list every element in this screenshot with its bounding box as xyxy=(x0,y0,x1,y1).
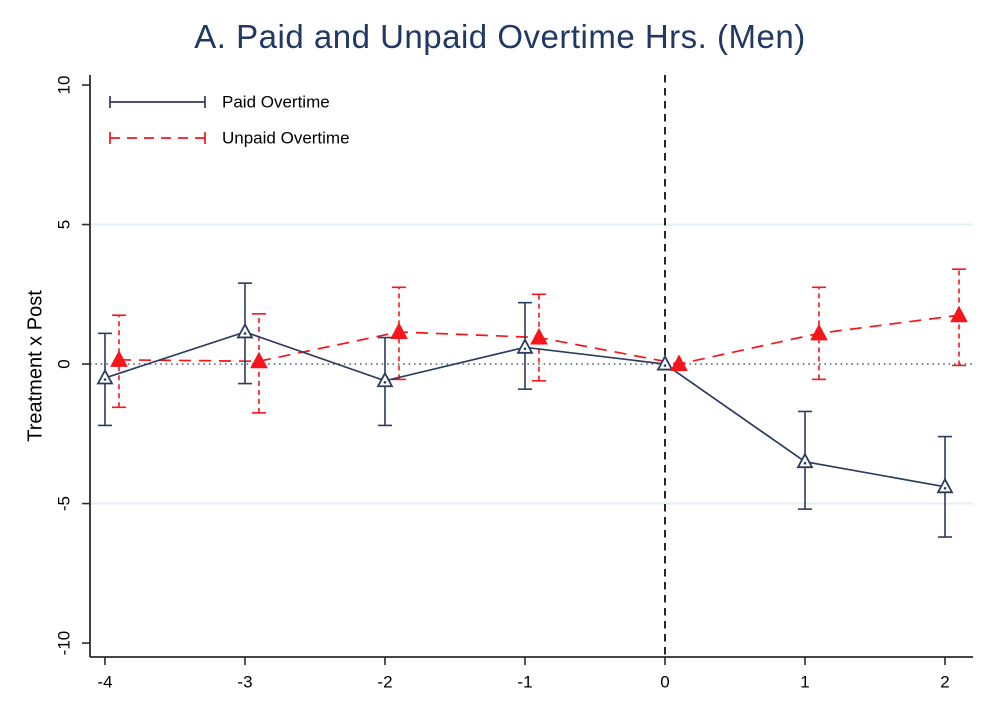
y-axis-title: Treatment x Post xyxy=(24,290,47,442)
paid-overtime-marker-dot xyxy=(523,347,527,351)
paid-overtime-marker-dot xyxy=(803,461,807,465)
unpaid-overtime-marker xyxy=(250,351,268,369)
paid-overtime-marker-dot xyxy=(663,364,667,367)
x-tick-label: -4 xyxy=(97,673,112,692)
y-tick-label: 0 xyxy=(55,359,74,368)
x-tick-label: -2 xyxy=(377,673,392,692)
unpaid-overtime-marker xyxy=(810,323,828,341)
x-tick-label: 0 xyxy=(660,673,669,692)
paid-overtime-marker xyxy=(936,477,954,494)
chart-title: A. Paid and Unpaid Overtime Hrs. (Men) xyxy=(194,18,806,55)
x-tick-label: -3 xyxy=(237,673,252,692)
unpaid-overtime-marker xyxy=(530,327,548,345)
x-tick-label: -1 xyxy=(517,673,532,692)
paid-overtime-marker xyxy=(236,322,254,339)
legend-label: Paid Overtime xyxy=(222,93,330,112)
paid-overtime-marker xyxy=(96,368,114,385)
paid-overtime-marker-dot xyxy=(943,487,947,490)
paid-overtime-marker xyxy=(516,337,534,354)
paid-overtime-marker xyxy=(376,371,394,388)
paid-overtime-marker-dot xyxy=(243,332,247,335)
paid-overtime-marker xyxy=(656,354,674,371)
y-tick-label: 10 xyxy=(55,76,74,95)
unpaid-overtime-marker xyxy=(390,322,408,339)
paid-overtime-marker xyxy=(796,452,814,469)
y-tick-label: -5 xyxy=(55,496,74,511)
unpaid-overtime-marker xyxy=(950,305,968,323)
x-tick-label: 2 xyxy=(940,673,949,692)
paid-overtime-marker-dot xyxy=(103,378,107,381)
x-tick-label: 1 xyxy=(800,673,809,692)
y-tick-label: -10 xyxy=(55,631,74,656)
legend-label: Unpaid Overtime xyxy=(222,129,350,148)
unpaid-overtime-marker xyxy=(110,350,128,367)
y-tick-label: 5 xyxy=(55,220,74,229)
unpaid-overtime-marker xyxy=(670,354,688,372)
paid-overtime-marker-dot xyxy=(383,380,387,384)
